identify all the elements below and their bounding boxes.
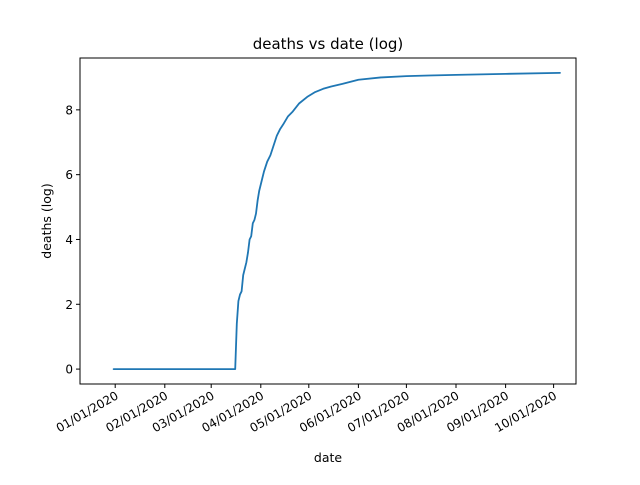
y-tick-label: 8 [65,103,73,117]
y-tick-label: 6 [65,168,73,182]
y-tick-label: 4 [65,233,73,247]
x-axis-label: date [314,450,342,465]
y-axis: 0 2 4 6 8 [65,103,80,377]
y-tick-label: 0 [65,363,73,377]
x-axis: 01/01/202002/01/202003/01/202004/01/2020… [54,384,559,435]
series-layer [112,72,561,370]
y-tick-label: 2 [65,298,73,312]
deaths-series-line [112,72,561,370]
chart-title: deaths vs date (log) [253,35,404,53]
plot-area-frame [79,57,577,385]
y-axis-label: deaths (log) [39,183,54,258]
